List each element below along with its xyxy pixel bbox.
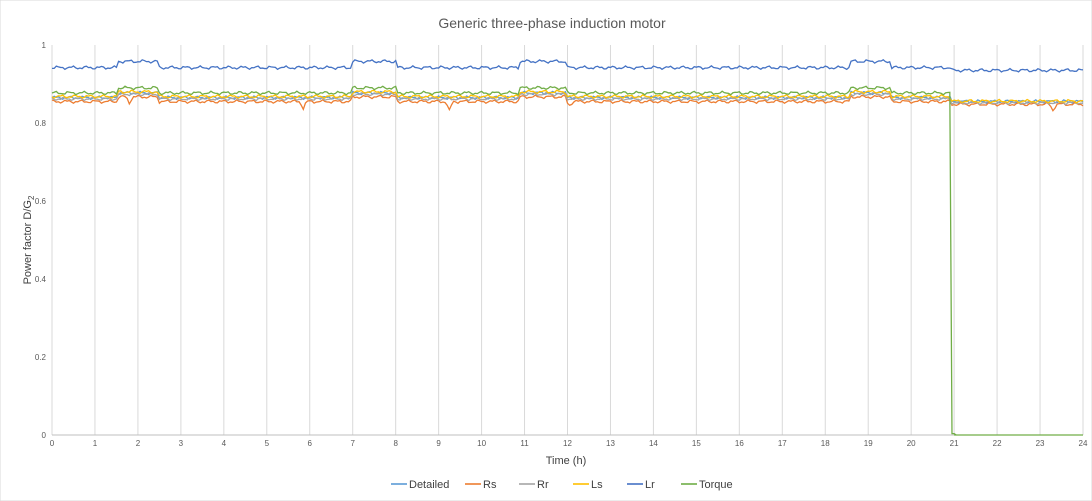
y-tick-label: 1 [42, 41, 47, 50]
x-tick-label: 2 [136, 439, 141, 448]
x-axis-title: Time (h) [546, 455, 587, 467]
x-tick-label: 23 [1036, 439, 1045, 448]
x-tick-label: 7 [350, 439, 355, 448]
series-line-ls [51, 89, 1084, 104]
series-line-rr [51, 91, 1084, 106]
x-tick-label: 21 [950, 439, 959, 448]
x-tick-label: 13 [606, 439, 615, 448]
x-tick-labels: 0 1 2 3 4 5 6 7 8 9 10 11 12 13 14 15 16 17 18 19 20 21 22 23 24 [50, 439, 1088, 448]
legend-label-detailed: Detailed [409, 479, 449, 491]
x-tick-label: 12 [563, 439, 572, 448]
x-tick-label: 24 [1079, 439, 1088, 448]
x-tick-label: 17 [778, 439, 787, 448]
x-tick-label: 22 [993, 439, 1002, 448]
y-axis-title-main: Power factor D/G [22, 200, 34, 284]
x-tick-label: 16 [735, 439, 744, 448]
y-tick-label: 0.6 [35, 197, 47, 206]
y-tick-labels: 0 0.2 0.4 0.6 0.8 1 [35, 41, 47, 440]
legend-label-torque: Torque [699, 479, 733, 491]
legend-label-ls: Ls [591, 479, 603, 491]
y-tick-label: 0.4 [35, 275, 47, 284]
series-line-rs [51, 94, 1084, 112]
x-tick-label: 19 [864, 439, 873, 448]
x-tick-label: 14 [649, 439, 658, 448]
legend-label-rs: Rs [483, 479, 497, 491]
series-lines [51, 59, 1084, 436]
series-line-lr [51, 59, 1084, 73]
x-tick-label: 1 [93, 439, 98, 448]
x-tick-label: 6 [308, 439, 313, 448]
chart-title: Generic three-phase induction motor [438, 15, 666, 31]
x-tick-label: 8 [393, 439, 398, 448]
x-tick-label: 20 [907, 439, 916, 448]
y-tick-label: 0 [42, 431, 47, 440]
legend: Detailed Rs Rr Ls Lr Torque [391, 479, 733, 491]
x-tick-label: 10 [477, 439, 486, 448]
legend-label-lr: Lr [645, 479, 655, 491]
grid-lines [51, 45, 1084, 436]
legend-label-rr: Rr [537, 479, 549, 491]
x-tick-label: 15 [692, 439, 701, 448]
x-tick-label: 5 [265, 439, 270, 448]
y-axis-title-subscript: 2 [27, 195, 36, 200]
x-tick-label: 18 [821, 439, 830, 448]
x-tick-label: 3 [179, 439, 184, 448]
y-axis-title: Power factor D/G2 [22, 195, 36, 284]
y-tick-label: 0.8 [35, 119, 47, 128]
x-tick-label: 4 [222, 439, 227, 448]
x-tick-label: 0 [50, 439, 55, 448]
x-tick-label: 9 [436, 439, 441, 448]
series-line-torque [51, 85, 1083, 436]
x-tick-label: 11 [520, 439, 529, 448]
y-tick-label: 0.2 [35, 353, 47, 362]
